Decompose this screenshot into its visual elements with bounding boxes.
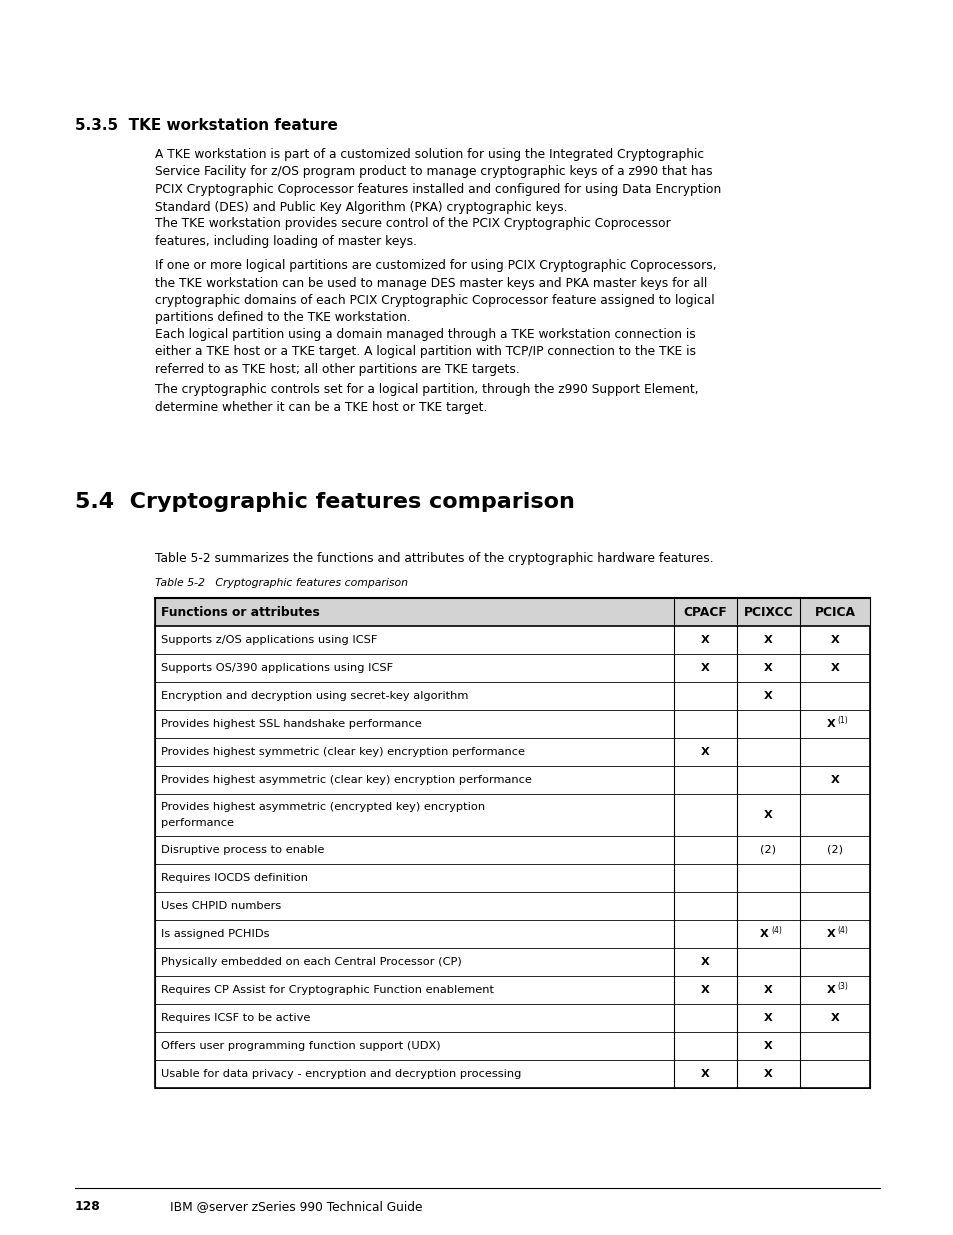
Bar (154, 598, 869, 626)
Text: PCICA: PCICA (814, 605, 855, 619)
Text: If one or more logical partitions are customized for using PCIX Cryptographic Co: If one or more logical partitions are cu… (154, 259, 716, 325)
Text: Requires CP Assist for Cryptographic Function enablement: Requires CP Assist for Cryptographic Fun… (161, 986, 494, 995)
Text: Uses CHPID numbers: Uses CHPID numbers (161, 902, 281, 911)
Text: X: X (763, 663, 772, 673)
Text: Supports z/OS applications using ICSF: Supports z/OS applications using ICSF (161, 635, 377, 645)
Text: X: X (763, 1041, 772, 1051)
Text: Physically embedded on each Central Processor (CP): Physically embedded on each Central Proc… (161, 957, 461, 967)
Text: CPACF: CPACF (683, 605, 726, 619)
Text: (2): (2) (826, 845, 842, 855)
Text: Offers user programming function support (UDX): Offers user programming function support… (161, 1041, 440, 1051)
Text: X: X (763, 810, 772, 820)
Text: Each logical partition using a domain managed through a TKE workstation connecti: Each logical partition using a domain ma… (154, 329, 696, 375)
Text: X: X (825, 719, 835, 729)
Text: (1): (1) (837, 715, 847, 725)
Text: (2): (2) (760, 845, 776, 855)
Text: Functions or attributes: Functions or attributes (161, 605, 319, 619)
Text: Provides highest asymmetric (encrypted key) encryption: Provides highest asymmetric (encrypted k… (161, 803, 485, 813)
Text: Disruptive process to enable: Disruptive process to enable (161, 845, 324, 855)
Text: The TKE workstation provides secure control of the PCIX Cryptographic Coprocesso: The TKE workstation provides secure cont… (154, 217, 670, 247)
Text: performance: performance (161, 818, 233, 827)
Text: Table 5-2   Cryptographic features comparison: Table 5-2 Cryptographic features compari… (154, 578, 408, 588)
Text: X: X (700, 663, 709, 673)
Text: X: X (763, 1013, 772, 1023)
Text: Is assigned PCHIDs: Is assigned PCHIDs (161, 929, 269, 939)
Text: Usable for data privacy - encryption and decryption processing: Usable for data privacy - encryption and… (161, 1070, 521, 1079)
Text: X: X (700, 635, 709, 645)
Text: X: X (763, 986, 772, 995)
Text: X: X (830, 1013, 839, 1023)
Text: X: X (825, 929, 835, 939)
Text: X: X (700, 1070, 709, 1079)
Text: IBM @server zSeries 990 Technical Guide: IBM @server zSeries 990 Technical Guide (170, 1200, 422, 1213)
Text: 5.3.5  TKE workstation feature: 5.3.5 TKE workstation feature (75, 119, 337, 133)
Text: X: X (830, 776, 839, 785)
Text: X: X (830, 635, 839, 645)
Text: Supports OS/390 applications using ICSF: Supports OS/390 applications using ICSF (161, 663, 393, 673)
Text: Requires ICSF to be active: Requires ICSF to be active (161, 1013, 310, 1023)
Text: Provides highest symmetric (clear key) encryption performance: Provides highest symmetric (clear key) e… (161, 747, 524, 757)
Text: Provides highest SSL handshake performance: Provides highest SSL handshake performan… (161, 719, 421, 729)
Bar (154, 598, 869, 1088)
Text: (4): (4) (770, 925, 781, 935)
Text: X: X (700, 986, 709, 995)
Text: X: X (830, 663, 839, 673)
Text: X: X (825, 986, 835, 995)
Text: The cryptographic controls set for a logical partition, through the z990 Support: The cryptographic controls set for a log… (154, 384, 698, 414)
Text: Encryption and decryption using secret-key algorithm: Encryption and decryption using secret-k… (161, 692, 468, 701)
Text: X: X (763, 635, 772, 645)
Text: 5.4  Cryptographic features comparison: 5.4 Cryptographic features comparison (75, 492, 575, 513)
Text: X: X (763, 1070, 772, 1079)
Text: X: X (700, 747, 709, 757)
Text: X: X (700, 957, 709, 967)
Text: Requires IOCDS definition: Requires IOCDS definition (161, 873, 308, 883)
Text: X: X (760, 929, 768, 939)
Text: X: X (763, 692, 772, 701)
Text: 128: 128 (75, 1200, 101, 1213)
Text: PCIXCC: PCIXCC (743, 605, 793, 619)
Text: (4): (4) (837, 925, 847, 935)
Text: Table 5-2 summarizes the functions and attributes of the cryptographic hardware : Table 5-2 summarizes the functions and a… (154, 552, 713, 564)
Text: (3): (3) (837, 982, 847, 990)
Text: Provides highest asymmetric (clear key) encryption performance: Provides highest asymmetric (clear key) … (161, 776, 532, 785)
Text: A TKE workstation is part of a customized solution for using the Integrated Cryp: A TKE workstation is part of a customize… (154, 148, 720, 214)
